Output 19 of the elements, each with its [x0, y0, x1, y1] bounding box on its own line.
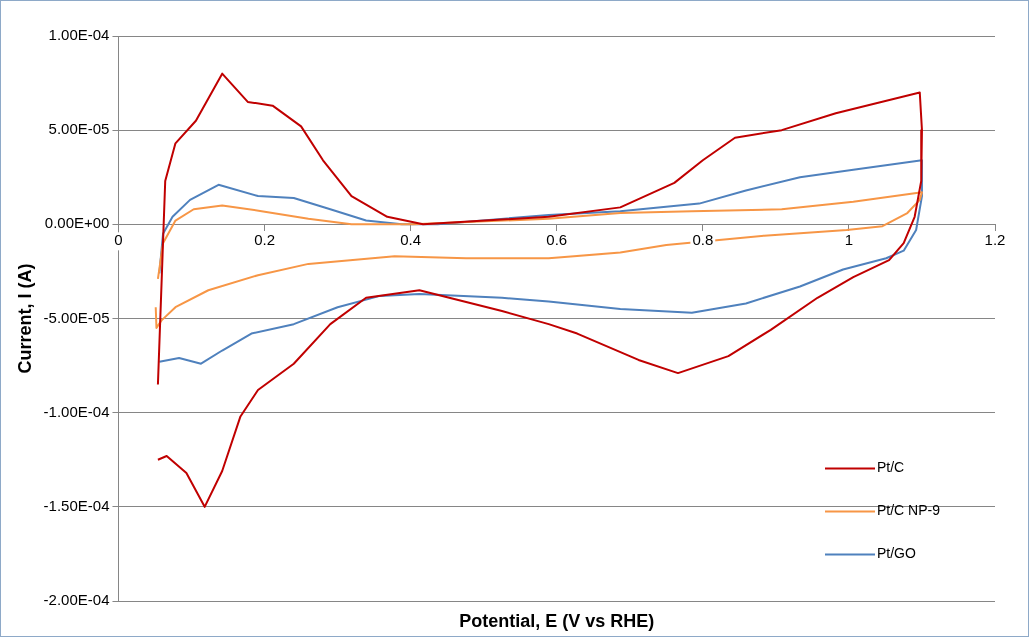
x-tick-label: 1.2: [984, 231, 1006, 249]
x-tick-label: 0: [114, 231, 123, 249]
x-tick-label: 0.4: [400, 231, 422, 249]
legend-label: Pt/C NP-9: [877, 502, 941, 519]
y-tick-label: 0.00E+00: [44, 214, 110, 232]
y-tick-label: -1.50E-04: [43, 496, 110, 514]
y-tick-label: -2.00E-04: [43, 591, 110, 609]
x-axis-title: Potential, E (V vs RHE): [459, 610, 655, 631]
x-tick-label: 0.2: [254, 231, 275, 249]
y-tick-label: -1.00E-04: [43, 402, 110, 420]
legend-label: Pt/C: [877, 459, 905, 476]
y-tick-label: -5.00E-05: [43, 308, 110, 326]
legend-label: Pt/GO: [877, 545, 917, 562]
x-tick-label: 1: [844, 231, 854, 249]
y-tick-label: 5.00E-05: [48, 120, 110, 138]
y-axis-title: Current, I (A): [14, 263, 35, 374]
y-tick-label: 1.00E-04: [48, 26, 110, 44]
x-tick-label: 0.8: [692, 231, 714, 249]
x-tick-label: 0.6: [546, 231, 568, 249]
